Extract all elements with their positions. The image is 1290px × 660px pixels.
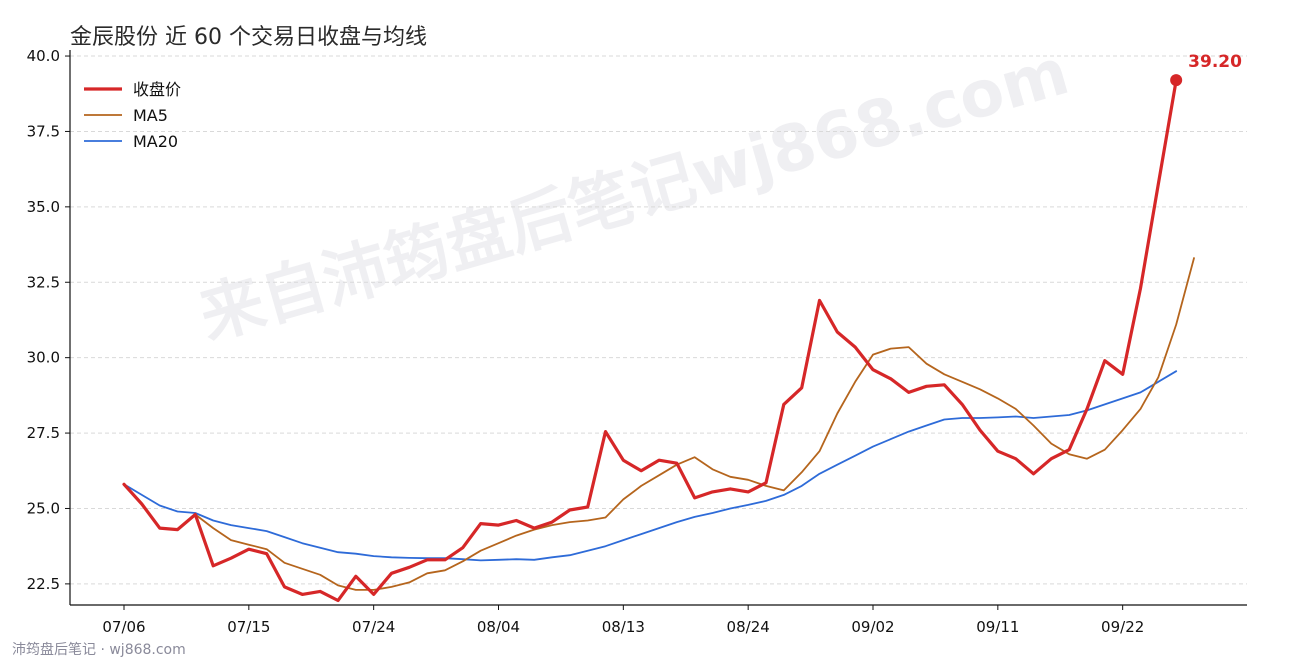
last-value-label: 39.20 <box>1188 52 1242 72</box>
legend-close-label: 收盘价 <box>133 80 181 99</box>
x-tick-label: 07/15 <box>227 618 270 636</box>
watermark-text: 来自沛筠盘后笔记wj868.com <box>192 35 1077 354</box>
series-line-ma5 <box>123 257 1195 591</box>
y-tick-label: 32.5 <box>27 273 60 291</box>
series-lines <box>122 78 1195 603</box>
x-tick-label: 07/06 <box>102 618 145 636</box>
y-tick-label: 22.5 <box>27 575 60 593</box>
y-tick-label: 30.0 <box>27 349 60 367</box>
gridlines <box>70 55 1247 585</box>
x-tick-label: 09/22 <box>1101 618 1144 636</box>
x-tick-label: 07/24 <box>352 618 395 636</box>
series-line-ma20 <box>123 370 1178 562</box>
series-line-close <box>122 78 1178 603</box>
x-axis-ticks: 07/06 07/15 07/24 08/04 08/13 08/24 09/02 09/11… <box>102 605 1144 636</box>
last-point-marker: 39.20 <box>1170 52 1242 87</box>
x-tick-label: 08/24 <box>727 618 770 636</box>
y-tick-label: 40.0 <box>27 47 60 65</box>
y-tick-label: 25.0 <box>27 499 60 517</box>
footer-text: 沛筠盘后笔记 · wj868.com <box>12 641 186 658</box>
y-tick-label: 27.5 <box>27 424 60 442</box>
x-tick-label: 08/13 <box>602 618 645 636</box>
chart-title: 金辰股份 近 60 个交易日收盘与均线 <box>70 25 427 50</box>
y-tick-label: 37.5 <box>27 122 60 140</box>
x-tick-label: 08/04 <box>477 618 520 636</box>
last-point-dot <box>1170 74 1183 87</box>
x-tick-label: 09/11 <box>976 618 1019 636</box>
x-tick-label: 09/02 <box>851 618 894 636</box>
legend: 收盘价 MA5 MA20 <box>84 80 181 151</box>
legend-ma20-label: MA20 <box>133 132 178 151</box>
y-axis-ticks: 22.5 25.0 27.5 30.0 32.5 35.0 37.5 40.0 <box>27 47 70 593</box>
axes <box>69 50 1247 606</box>
legend-ma5-label: MA5 <box>133 106 168 125</box>
y-tick-label: 35.0 <box>27 198 60 216</box>
